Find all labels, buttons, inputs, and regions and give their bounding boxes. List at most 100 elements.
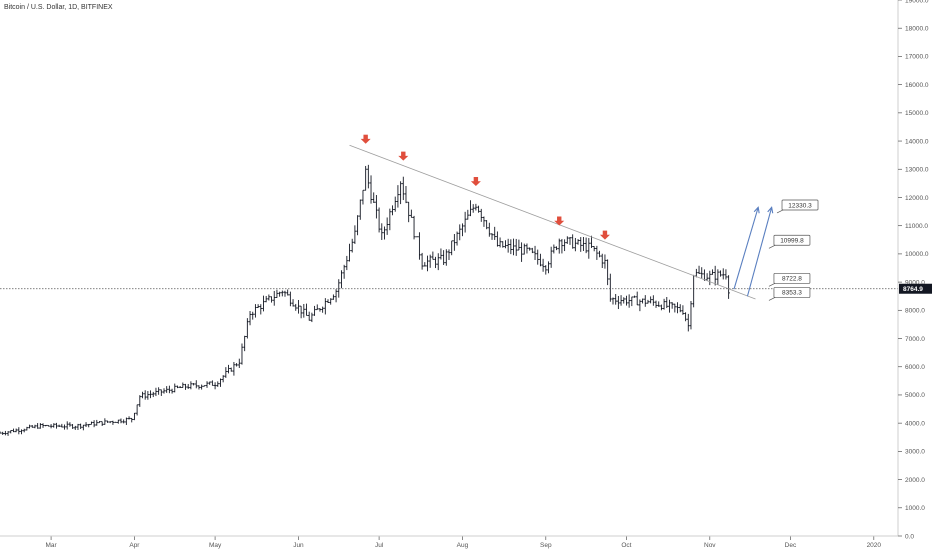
ohlc-bar bbox=[213, 382, 217, 390]
ohlc-bar bbox=[522, 243, 526, 255]
ohlc-bar bbox=[262, 295, 265, 312]
ohlc-bar bbox=[122, 419, 125, 424]
ohlc-bar bbox=[52, 423, 56, 428]
ohlc-bar bbox=[423, 262, 427, 267]
ohlc-bar bbox=[396, 185, 400, 208]
ohlc-bar bbox=[501, 241, 505, 248]
ohlc-bar bbox=[178, 386, 182, 388]
ohlc-bar bbox=[130, 417, 134, 423]
ohlc-bar bbox=[670, 302, 674, 309]
ohlc-bar bbox=[275, 289, 279, 298]
ohlc-bar bbox=[22, 428, 26, 433]
ohlc-bar bbox=[458, 224, 462, 241]
x-tick-label: Oct bbox=[621, 542, 631, 549]
ohlc-bar bbox=[4, 430, 7, 436]
ohlc-bar bbox=[315, 304, 319, 311]
ohlc-bar bbox=[654, 300, 658, 308]
y-tick-label: 17000.0 bbox=[905, 54, 929, 61]
ohlc-bar bbox=[60, 423, 64, 428]
ohlc-bar bbox=[65, 421, 69, 430]
ohlc-bar bbox=[531, 247, 534, 254]
y-tick-label: 16000.0 bbox=[905, 82, 929, 89]
ohlc-bar bbox=[200, 384, 203, 390]
x-tick-label: Aug bbox=[457, 542, 469, 549]
ohlc-bar bbox=[318, 308, 322, 312]
ohlc-bar bbox=[587, 238, 591, 259]
x-tick-label: Nov bbox=[704, 542, 716, 549]
ohlc-bar bbox=[281, 290, 284, 297]
ohlc-bar bbox=[711, 269, 714, 275]
ohlc-bar bbox=[369, 175, 373, 204]
ohlc-bar bbox=[321, 306, 324, 313]
ohlc-bar bbox=[87, 423, 91, 428]
x-tick-label: Jul bbox=[375, 542, 384, 549]
marker-head bbox=[360, 138, 371, 144]
ohlc-bar bbox=[259, 304, 263, 315]
ohlc-bar bbox=[84, 422, 88, 428]
ohlc-bar bbox=[668, 299, 671, 313]
ohlc-bar bbox=[649, 296, 652, 304]
ohlc-bar bbox=[627, 294, 631, 308]
projection-shaft bbox=[733, 207, 759, 290]
ohlc-bar bbox=[356, 215, 359, 236]
current-price-label: 8764.9 bbox=[903, 286, 923, 293]
y-tick-label: 18000.0 bbox=[905, 26, 929, 33]
ohlc-bar bbox=[391, 205, 394, 216]
ohlc-bar bbox=[25, 426, 29, 431]
ohlc-bar bbox=[574, 237, 577, 252]
ohlc-bar bbox=[297, 299, 300, 314]
projection-shaft bbox=[746, 207, 773, 297]
ohlc-bar bbox=[673, 303, 677, 313]
ohlc-bar bbox=[555, 246, 558, 251]
ohlc-bar bbox=[358, 199, 362, 220]
ohlc-bar bbox=[138, 395, 142, 407]
ohlc-bar bbox=[47, 424, 50, 427]
down-arrow-marker bbox=[360, 134, 371, 144]
ohlc-bar bbox=[20, 429, 23, 435]
ohlc-bar bbox=[410, 209, 413, 218]
ohlc-bar bbox=[237, 358, 241, 368]
ohlc-bar bbox=[364, 165, 367, 191]
ohlc-bar bbox=[428, 254, 432, 268]
ohlc-bar bbox=[229, 367, 233, 372]
callout-label: 12330.3 bbox=[788, 202, 812, 209]
ohlc-bar bbox=[39, 423, 42, 429]
ohlc-bar bbox=[563, 239, 566, 252]
ohlc-bar bbox=[579, 237, 583, 252]
ohlc-bar bbox=[165, 386, 168, 393]
ohlc-bar bbox=[146, 391, 150, 400]
ohlc-bar bbox=[189, 381, 193, 390]
ohlc-bar bbox=[76, 423, 80, 431]
ohlc-bar bbox=[291, 299, 295, 307]
ohlc-bar bbox=[377, 207, 381, 233]
ohlc-bar bbox=[407, 201, 410, 223]
y-tick-label: 14000.0 bbox=[905, 138, 929, 145]
ohlc-bar bbox=[557, 238, 561, 254]
ohlc-bar bbox=[498, 237, 502, 248]
price-callout: 8722.8 bbox=[768, 272, 811, 287]
ohlc-bar bbox=[547, 261, 550, 274]
ohlc-bar bbox=[310, 312, 314, 323]
y-tick-label: 19000.0 bbox=[905, 0, 929, 4]
down-arrow-marker bbox=[554, 216, 565, 226]
ohlc-bar bbox=[582, 237, 585, 251]
price-callout: 8353.3 bbox=[768, 287, 811, 301]
ohlc-bar bbox=[170, 388, 174, 394]
ohlc-bar bbox=[151, 391, 155, 398]
ohlc-bar bbox=[36, 423, 39, 429]
ohlc-bar bbox=[6, 431, 10, 436]
ohlc-bar bbox=[388, 208, 392, 231]
ohlc-bar bbox=[114, 421, 117, 423]
ohlc-bar bbox=[721, 268, 725, 280]
ohlc-bar bbox=[162, 388, 166, 394]
ohlc-bar bbox=[401, 176, 405, 201]
ohlc-bar bbox=[44, 424, 48, 427]
y-tick-label: 6000.0 bbox=[905, 364, 925, 371]
ohlc-bar bbox=[205, 381, 209, 388]
ohlc-bar bbox=[453, 234, 456, 251]
ohlc-bar bbox=[57, 424, 61, 427]
ohlc-bar bbox=[375, 195, 378, 219]
ohlc-bar bbox=[539, 253, 542, 267]
ohlc-bar bbox=[404, 186, 408, 204]
